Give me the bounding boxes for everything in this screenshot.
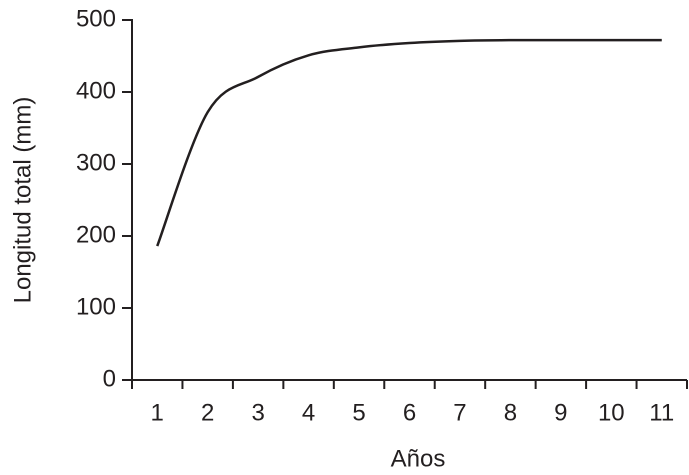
- x-tick-label: 11: [649, 399, 674, 426]
- x-tick-label: 2: [201, 399, 214, 426]
- x-tick-label: 8: [504, 399, 517, 426]
- y-tick-label: 200: [76, 221, 116, 248]
- y-tick-label: 100: [76, 293, 116, 320]
- x-tick-label: 5: [352, 399, 365, 426]
- x-tick-label: 9: [554, 399, 567, 426]
- x-tick-label: 6: [403, 399, 416, 426]
- y-tick-label: 0: [103, 365, 116, 392]
- y-tick-label: 300: [76, 149, 116, 176]
- y-tick-label: 400: [76, 77, 116, 104]
- x-tick-label: 1: [151, 399, 164, 426]
- x-tick-label: 10: [598, 399, 625, 426]
- x-tick-label: 3: [251, 399, 264, 426]
- x-tick-label: 7: [453, 399, 466, 426]
- x-tick-label: 4: [302, 399, 315, 426]
- growth-line: [156, 38, 662, 247]
- y-tick-label: 500: [76, 5, 116, 32]
- y-axis-label: Longitud total (mm): [9, 97, 36, 304]
- x-axis-label: Años: [391, 445, 446, 472]
